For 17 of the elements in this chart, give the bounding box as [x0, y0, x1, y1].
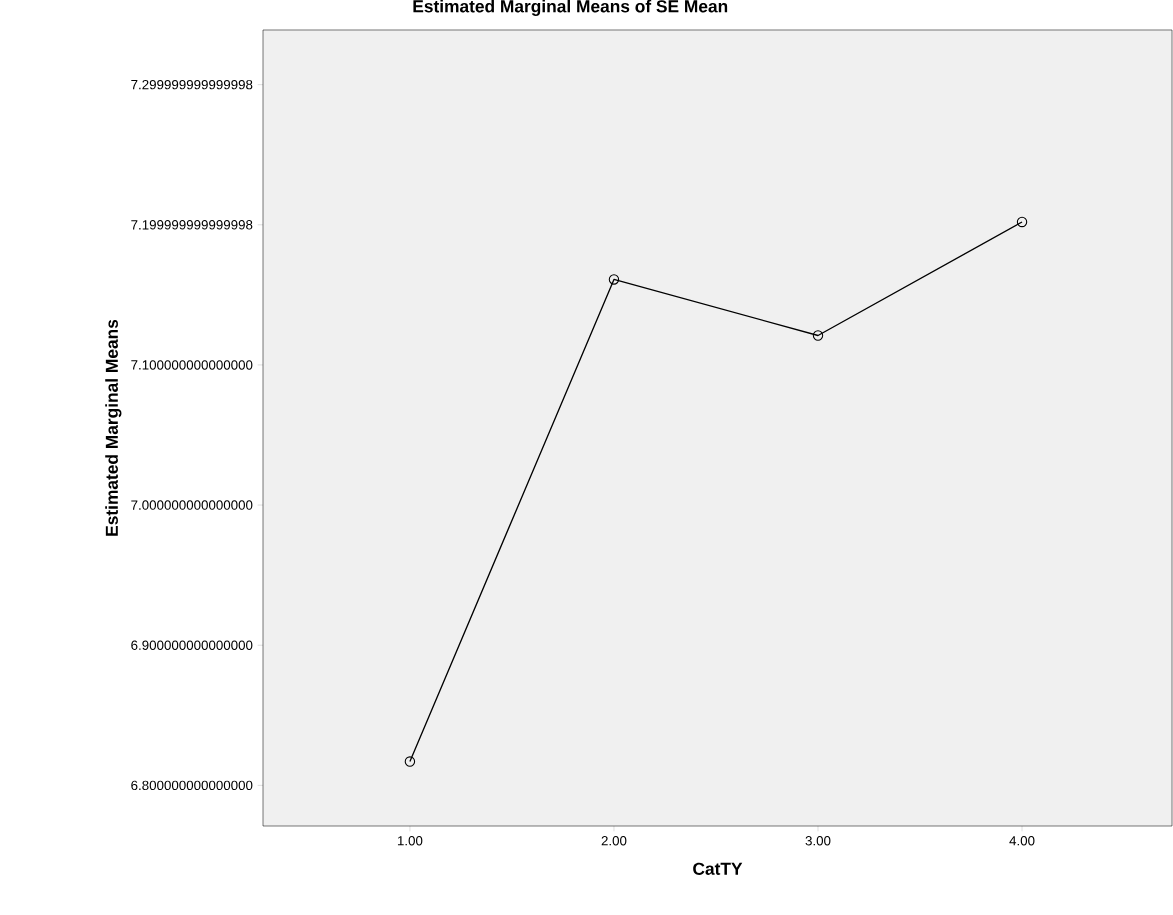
point [812, 330, 824, 341]
y-tick-label: 6.800000000000000 [131, 780, 253, 791]
x-tick-label: 4.00 [1009, 836, 1035, 846]
y-tick-label: 7.000000000000000 [131, 500, 253, 510]
point [404, 756, 416, 767]
x-tick-label: 2.00 [601, 836, 627, 846]
y-tick-label: 7.299999999999998 [131, 79, 253, 90]
y-tick-label: 6.900000000000000 [131, 640, 253, 650]
x-axis-title: CatTY [693, 862, 743, 875]
point [608, 274, 620, 285]
y-tick-label: 7.199999999999998 [131, 220, 253, 230]
y-axis-title: Estimated Marginal Means [105, 319, 122, 536]
x-tick-label: 1.00 [397, 836, 423, 846]
point [1016, 216, 1028, 228]
y-tick-label: 7.100000000000000 [131, 360, 253, 370]
chart-title: Estimated Marginal Means of SE Mean [413, 0, 728, 16]
x-tick-label: 3.00 [805, 836, 831, 846]
